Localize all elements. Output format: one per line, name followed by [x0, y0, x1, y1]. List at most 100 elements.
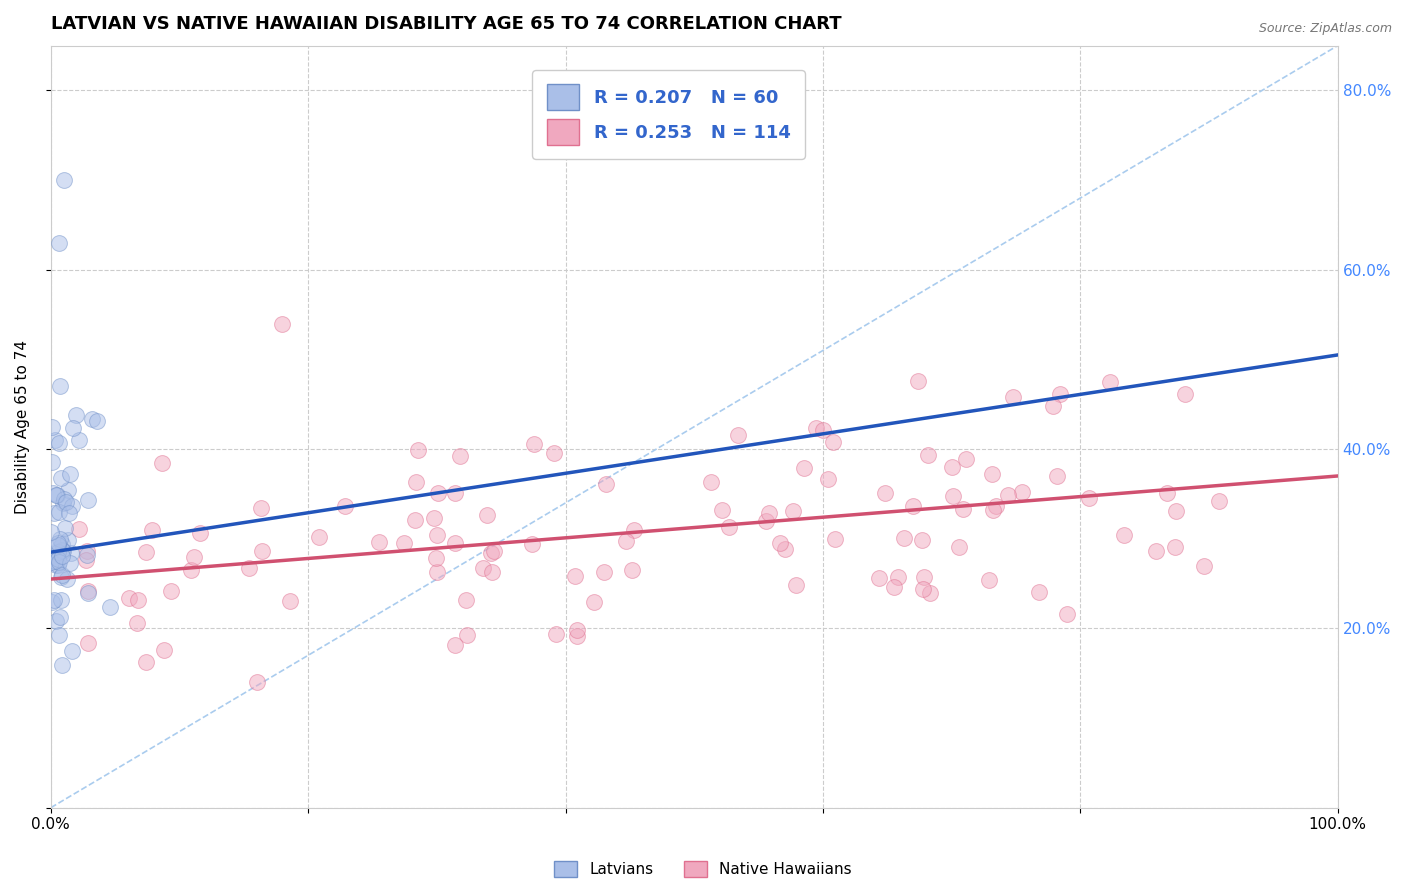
Point: [44, 433, 66, 447]
Point: [42, 485, 65, 500]
Point: [45, 488, 67, 502]
Point: [76, 493, 98, 508]
Point: [475, 508, 498, 522]
Point: [565, 623, 588, 637]
Point: [58, 533, 80, 548]
Point: [804, 420, 827, 434]
Point: [48, 435, 70, 450]
Point: [1156, 485, 1178, 500]
Point: [1192, 559, 1215, 574]
Legend: R = 0.207   N = 60, R = 0.253   N = 114: R = 0.207 N = 60, R = 0.253 N = 114: [531, 70, 804, 159]
Point: [981, 502, 1004, 516]
Point: [907, 374, 929, 388]
Point: [883, 580, 905, 594]
Point: [53, 521, 76, 535]
Point: [60, 644, 83, 658]
Point: [56, 572, 79, 586]
Point: [595, 476, 617, 491]
Point: [45, 614, 67, 628]
Point: [59, 557, 82, 571]
Point: [333, 499, 356, 513]
Point: [56, 483, 79, 497]
Point: [51, 592, 73, 607]
Point: [456, 628, 478, 642]
Point: [250, 500, 273, 515]
Point: [901, 499, 924, 513]
Point: [141, 523, 163, 537]
Point: [456, 592, 478, 607]
Point: [46, 536, 69, 550]
Point: [150, 456, 173, 470]
Point: [755, 514, 778, 528]
Point: [1144, 544, 1167, 558]
Point: [758, 506, 780, 520]
Point: [811, 423, 834, 437]
Point: [44, 554, 66, 568]
Point: [1099, 375, 1122, 389]
Point: [250, 544, 273, 558]
Point: [1174, 387, 1197, 401]
Point: [769, 535, 792, 549]
Point: [543, 446, 565, 460]
Point: [564, 569, 586, 583]
Point: [1042, 399, 1064, 413]
Point: [67, 434, 90, 448]
Point: [49, 532, 72, 546]
Point: [62, 421, 84, 435]
Point: [986, 499, 1008, 513]
Point: [699, 475, 721, 489]
Point: [565, 629, 588, 643]
Point: [544, 627, 567, 641]
Point: [868, 571, 890, 585]
Point: [48, 555, 70, 569]
Point: [406, 443, 429, 458]
Point: [51, 568, 73, 582]
Text: Source: ZipAtlas.com: Source: ZipAtlas.com: [1258, 22, 1392, 36]
Point: [1208, 494, 1230, 508]
Point: [887, 570, 910, 584]
Point: [42, 592, 65, 607]
Point: [45, 558, 67, 573]
Point: [1164, 540, 1187, 554]
Point: [278, 594, 301, 608]
Point: [911, 533, 934, 548]
Point: [238, 561, 260, 575]
Point: [912, 570, 935, 584]
Point: [1049, 387, 1071, 401]
Point: [45, 488, 67, 502]
Point: [817, 472, 839, 486]
Point: [793, 461, 815, 475]
Point: [444, 486, 467, 500]
Point: [46, 537, 69, 551]
Point: [443, 535, 465, 549]
Point: [912, 582, 935, 596]
Point: [444, 638, 467, 652]
Point: [41, 455, 63, 469]
Point: [785, 578, 807, 592]
Point: [423, 511, 446, 525]
Point: [1046, 469, 1069, 483]
Point: [46, 545, 69, 559]
Point: [76, 584, 98, 599]
Point: [48, 628, 70, 642]
Point: [782, 504, 804, 518]
Point: [479, 546, 502, 560]
Point: [190, 526, 212, 541]
Point: [49, 379, 72, 393]
Point: [41, 420, 63, 434]
Point: [773, 542, 796, 557]
Point: [41, 555, 63, 569]
Point: [718, 520, 741, 534]
Point: [942, 489, 965, 503]
Point: [980, 467, 1002, 481]
Point: [1077, 491, 1099, 505]
Point: [1028, 585, 1050, 599]
Point: [55, 495, 77, 509]
Text: LATVIAN VS NATIVE HAWAIIAN DISABILITY AGE 65 TO 74 CORRELATION CHART: LATVIAN VS NATIVE HAWAIIAN DISABILITY AG…: [51, 15, 841, 33]
Point: [49, 610, 72, 624]
Point: [51, 658, 73, 673]
Point: [65, 408, 87, 422]
Point: [52, 173, 75, 187]
Point: [127, 615, 149, 630]
Point: [159, 584, 181, 599]
